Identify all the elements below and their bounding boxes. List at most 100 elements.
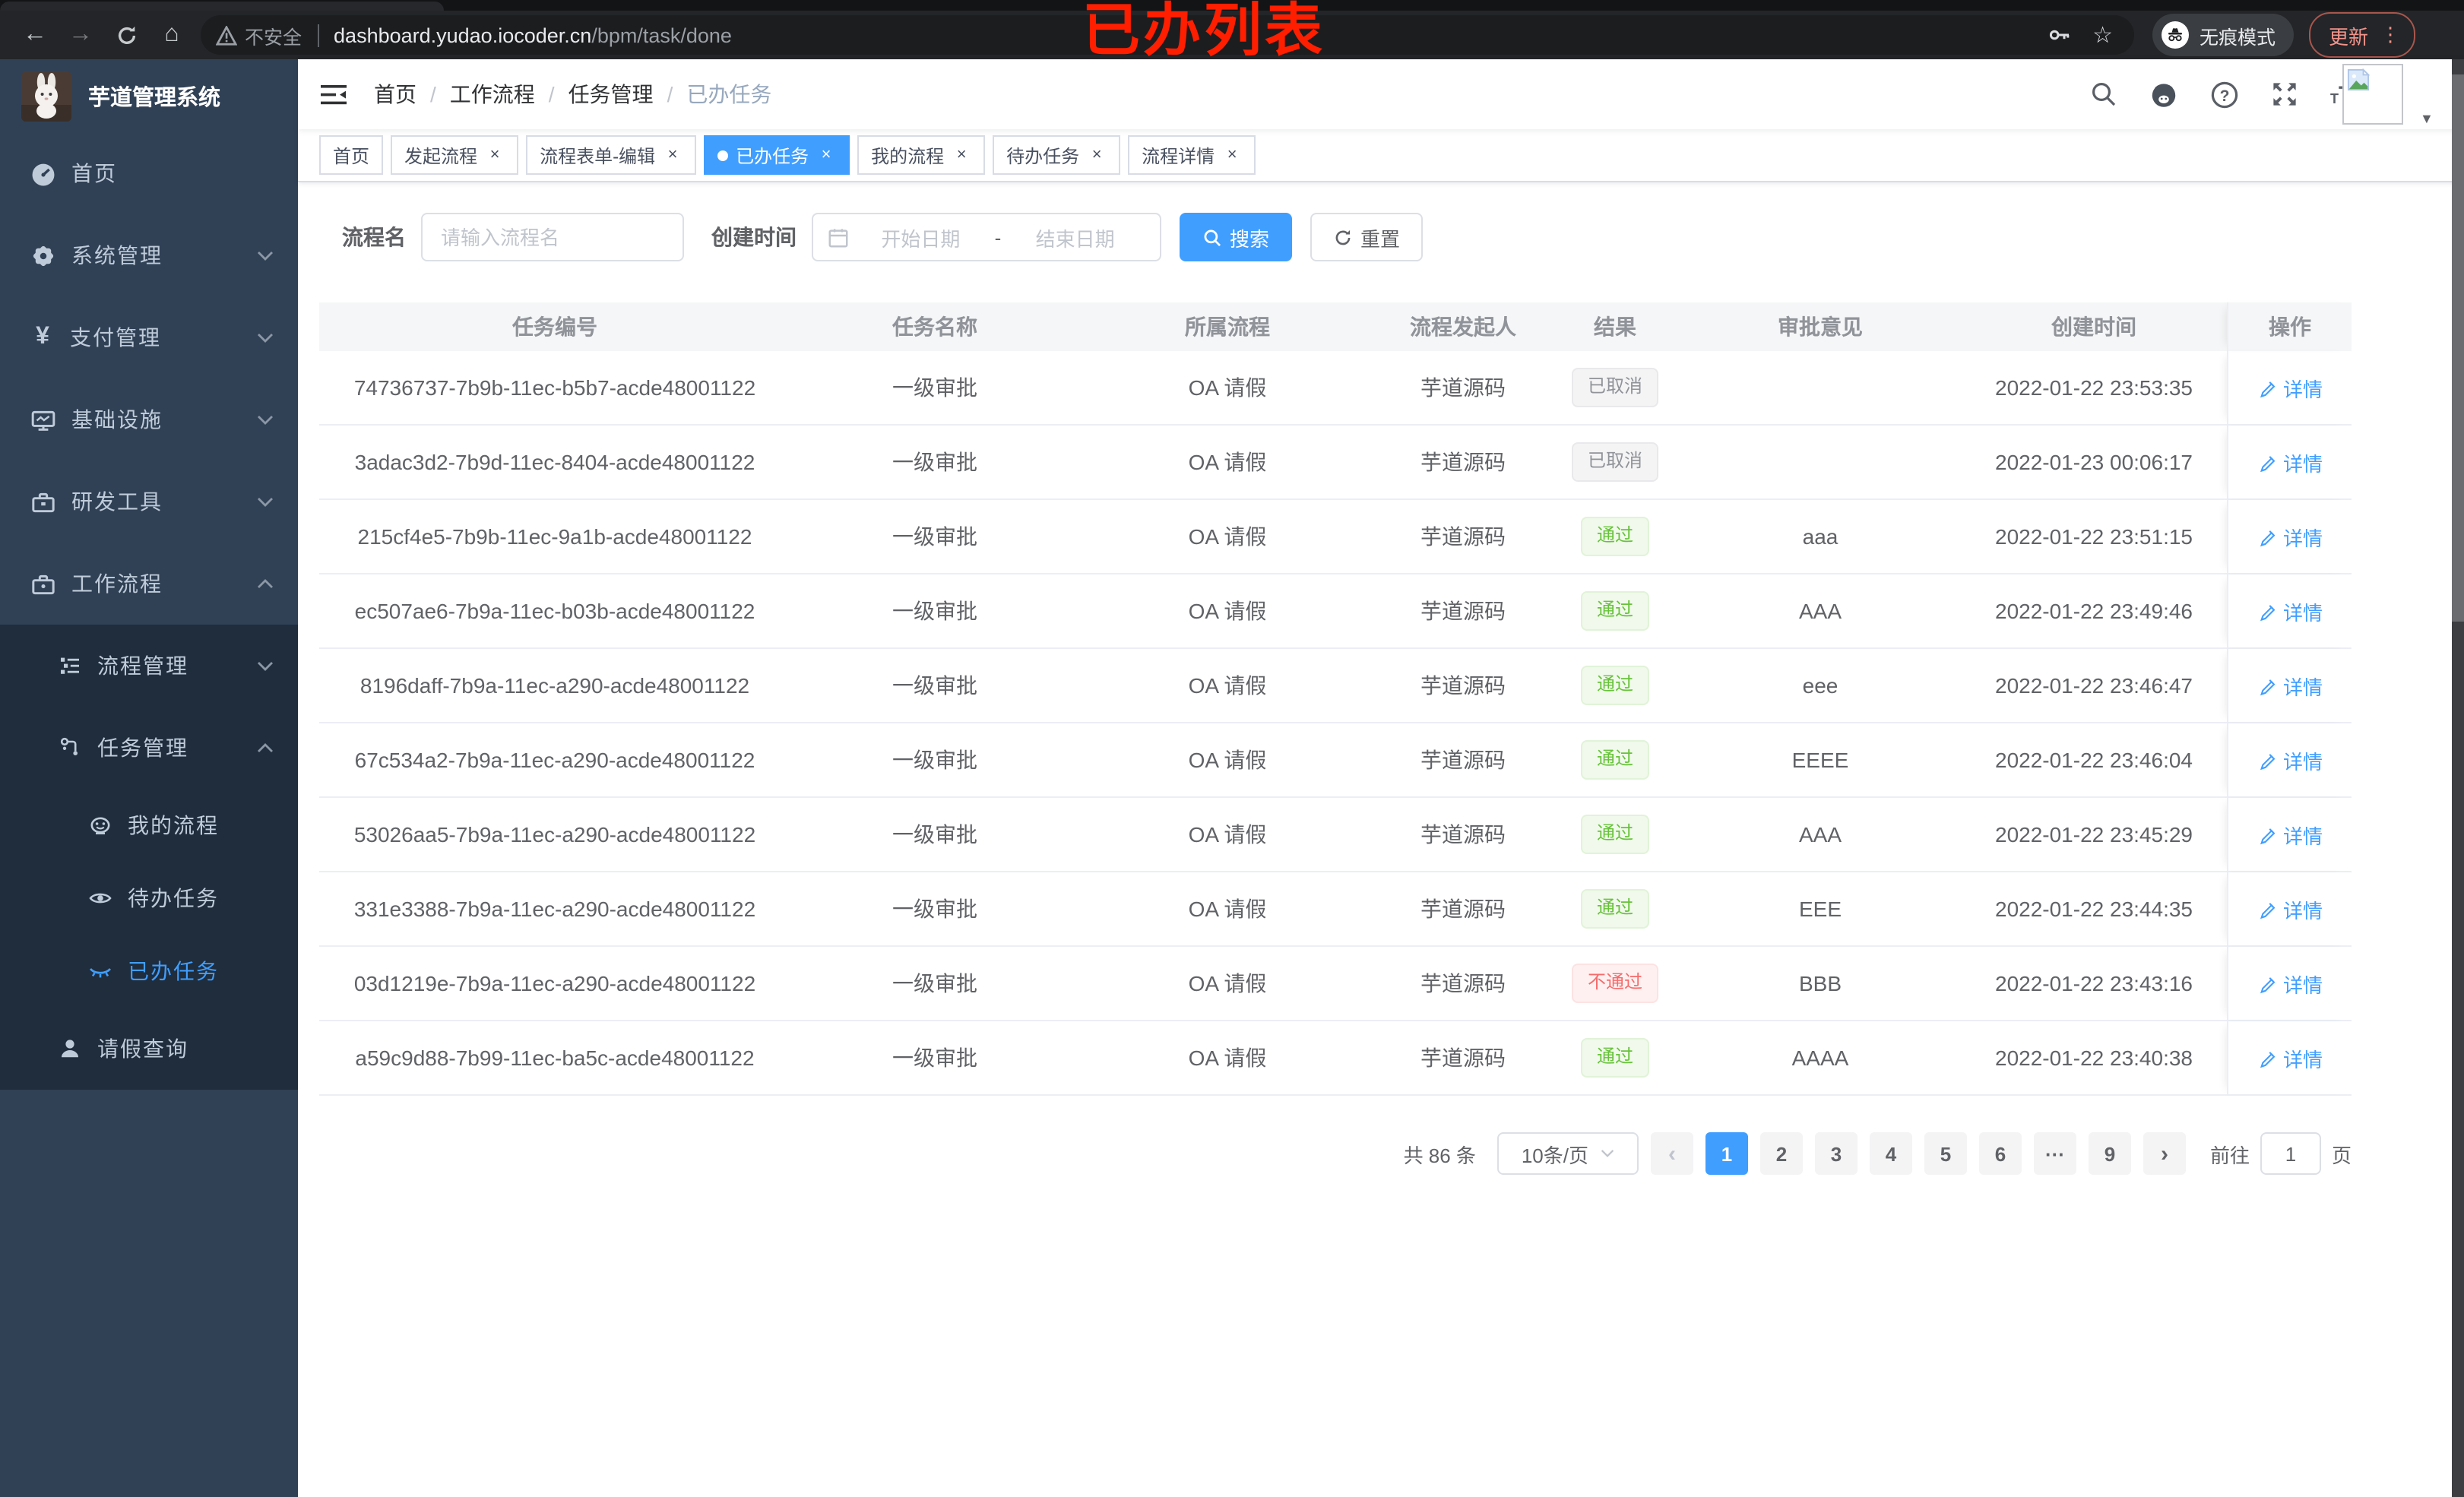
page-number-button[interactable]: 1 bbox=[1705, 1132, 1748, 1175]
detail-link[interactable]: 详情 bbox=[2257, 1043, 2323, 1072]
detail-link[interactable]: 详情 bbox=[2257, 373, 2323, 402]
robot-face-icon bbox=[88, 813, 112, 837]
result-badge: 通过 bbox=[1581, 815, 1648, 854]
cell-task-name: 一级审批 bbox=[892, 1046, 977, 1070]
start-date-placeholder[interactable]: 开始日期 bbox=[881, 227, 961, 250]
tab-process-detail[interactable]: 流程详情 × bbox=[1128, 135, 1256, 175]
page-size-select[interactable]: 10条/页 bbox=[1496, 1132, 1639, 1175]
date-range-separator: - bbox=[994, 226, 1002, 248]
close-icon[interactable]: × bbox=[956, 146, 967, 164]
back-icon[interactable]: ← bbox=[23, 21, 47, 47]
cell-result: 通过 bbox=[1550, 1038, 1680, 1078]
sidebar-item-system[interactable]: 系统管理 bbox=[0, 214, 298, 296]
detail-link[interactable]: 详情 bbox=[2257, 671, 2323, 700]
sidebar-item-done-tasks[interactable]: 已办任务 bbox=[0, 935, 298, 1008]
detail-link[interactable]: 详情 bbox=[2257, 820, 2323, 849]
tab-done-tasks[interactable]: 已办任务 × bbox=[704, 135, 850, 175]
page-number-button[interactable]: 6 bbox=[1978, 1132, 2022, 1175]
forward-icon[interactable]: → bbox=[68, 21, 93, 47]
page-number-button[interactable]: 3 bbox=[1814, 1132, 1858, 1175]
table-header: 任务编号 任务名称 所属流程 流程发起人 结果 审批意见 创建时间 操作 bbox=[319, 302, 2352, 351]
browser-menu-icon[interactable]: ⋮ bbox=[2380, 23, 2401, 46]
password-key-icon[interactable] bbox=[2047, 23, 2071, 47]
page-number-button[interactable]: 2 bbox=[1759, 1132, 1803, 1175]
page-number-button[interactable]: ··· bbox=[2033, 1132, 2076, 1175]
sidebar-item-leave-query[interactable]: 请假查询 bbox=[0, 1008, 298, 1090]
detail-link[interactable]: 详情 bbox=[2257, 448, 2323, 476]
cell-result: 通过 bbox=[1550, 666, 1680, 705]
cell-created: 2022-01-22 23:46:04 bbox=[1995, 748, 2193, 772]
cell-task-name: 一级审批 bbox=[892, 971, 977, 995]
chevron-down-icon bbox=[257, 496, 274, 507]
page-number-button[interactable]: 5 bbox=[1924, 1132, 1967, 1175]
annotation-done-list: 已办列表 bbox=[1082, 0, 1326, 64]
detail-link[interactable]: 详情 bbox=[2257, 745, 2323, 774]
detail-link[interactable]: 详情 bbox=[2257, 597, 2323, 625]
tab-form-edit[interactable]: 流程表单-编辑 × bbox=[526, 135, 697, 175]
detail-link[interactable]: 详情 bbox=[2257, 969, 2323, 998]
goto-page-input[interactable] bbox=[2260, 1132, 2321, 1175]
sidebar-collapse-icon[interactable] bbox=[316, 78, 350, 111]
window-scrollbar[interactable] bbox=[2452, 59, 2464, 1497]
page-number-button[interactable]: 9 bbox=[2088, 1132, 2131, 1175]
github-icon[interactable] bbox=[2149, 80, 2178, 109]
user-icon bbox=[58, 1037, 82, 1061]
fullscreen-icon[interactable] bbox=[2271, 81, 2298, 108]
cell-task-id: ec507ae6-7b9a-11ec-b03b-acde48001122 bbox=[354, 599, 755, 623]
next-page-button[interactable]: › bbox=[2143, 1132, 2186, 1175]
tab-start-process[interactable]: 发起流程 × bbox=[391, 135, 519, 175]
close-icon[interactable]: × bbox=[667, 146, 678, 164]
result-badge: 不通过 bbox=[1572, 964, 1658, 1003]
help-icon[interactable]: ? bbox=[2210, 80, 2239, 109]
sidebar-logo-row[interactable]: 芋道管理系统 bbox=[0, 59, 298, 132]
sidebar-item-pay[interactable]: ¥ 支付管理 bbox=[0, 296, 298, 378]
cell-created: 2022-01-22 23:44:35 bbox=[1995, 897, 2193, 921]
avatar-caret-icon[interactable]: ▼ bbox=[2420, 111, 2434, 126]
sidebar-item-process-mgmt[interactable]: 流程管理 bbox=[0, 625, 298, 707]
bookmark-star-icon[interactable]: ☆ bbox=[2092, 23, 2113, 49]
page-number-button[interactable]: 4 bbox=[1869, 1132, 1912, 1175]
cell-created: 2022-01-22 23:53:35 bbox=[1995, 375, 2193, 400]
end-date-placeholder[interactable]: 结束日期 bbox=[1035, 227, 1115, 250]
tab-home[interactable]: 首页 bbox=[319, 135, 384, 175]
process-name-input[interactable] bbox=[421, 213, 684, 261]
breadcrumb-home[interactable]: 首页 bbox=[374, 82, 416, 106]
sidebar-item-my-process[interactable]: 我的流程 bbox=[0, 789, 298, 862]
cell-process: OA 请假 bbox=[1188, 822, 1267, 847]
scrollbar-thumb[interactable] bbox=[2452, 74, 2464, 622]
browser-active-tab[interactable] bbox=[0, 2, 444, 11]
sidebar-item-devtools[interactable]: 研发工具 bbox=[0, 460, 298, 543]
close-icon[interactable]: × bbox=[1091, 146, 1102, 164]
cell-actions: 详情 bbox=[2227, 649, 2352, 722]
tab-my-process[interactable]: 我的流程 × bbox=[857, 135, 986, 175]
sidebar-item-workflow[interactable]: 工作流程 bbox=[0, 543, 298, 625]
close-icon[interactable]: × bbox=[821, 146, 831, 164]
breadcrumb-task-mgmt[interactable]: 任务管理 bbox=[568, 82, 654, 106]
search-button[interactable]: 搜索 bbox=[1180, 213, 1293, 261]
reset-button[interactable]: 重置 bbox=[1310, 213, 1424, 261]
edit-pencil-icon bbox=[2260, 530, 2276, 546]
sidebar-item-todo-tasks[interactable]: 待办任务 bbox=[0, 862, 298, 935]
table-row: 331e3388-7b9a-11ec-a290-acde48001122 一级审… bbox=[319, 872, 2352, 947]
cell-created: 2022-01-22 23:45:29 bbox=[1995, 822, 2193, 847]
breadcrumb-workflow[interactable]: 工作流程 bbox=[449, 82, 535, 106]
table-row: 3adac3d2-7b9d-11ec-8404-acde48001122 一级审… bbox=[319, 426, 2352, 500]
close-icon[interactable]: × bbox=[489, 146, 500, 164]
home-icon[interactable]: ⌂ bbox=[164, 21, 179, 47]
detail-link[interactable]: 详情 bbox=[2257, 894, 2323, 923]
close-icon[interactable]: × bbox=[1227, 146, 1237, 164]
sidebar-item-home[interactable]: 首页 bbox=[0, 132, 298, 214]
cell-opinion: EEEE bbox=[1791, 748, 1849, 772]
browser-update-button[interactable]: 更新 ⋮ bbox=[2309, 12, 2416, 58]
sidebar-item-task-mgmt[interactable]: 任务管理 bbox=[0, 707, 298, 789]
url-bar[interactable]: 不安全 dashboard.yudao.iocoder.cn/bpm/task/… bbox=[201, 15, 2134, 55]
sidebar-item-infra[interactable]: 基础设施 bbox=[0, 378, 298, 460]
search-icon[interactable] bbox=[2090, 81, 2117, 108]
tab-todo-tasks[interactable]: 待办任务 × bbox=[993, 135, 1121, 175]
prev-page-button[interactable]: ‹ bbox=[1650, 1132, 1693, 1175]
done-task-table: 任务编号 任务名称 所属流程 流程发起人 结果 审批意见 创建时间 操作 747… bbox=[319, 302, 2352, 1096]
detail-link[interactable]: 详情 bbox=[2257, 522, 2323, 551]
reload-icon[interactable] bbox=[103, 15, 149, 55]
date-range-picker[interactable]: 开始日期 - 结束日期 bbox=[812, 213, 1161, 261]
avatar[interactable] bbox=[2342, 64, 2403, 125]
